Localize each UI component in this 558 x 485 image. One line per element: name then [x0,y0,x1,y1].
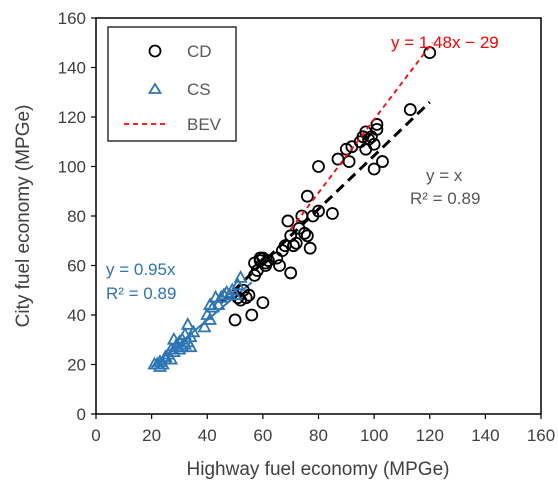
y-tick-label: 80 [67,207,86,226]
cs-point [203,312,218,325]
cs-point [164,351,179,365]
x-tick-label: 40 [198,426,217,445]
x-tick-label: 100 [360,426,388,445]
cs-point [177,326,193,340]
cd-point [273,259,286,272]
y-tick-label: 120 [58,108,86,127]
bev-fit-line [289,41,434,230]
legend-bev-label: BEV [187,115,222,134]
cd-point [312,204,325,218]
cs-point [228,287,243,301]
cd-point [367,137,381,151]
cs-point [186,324,201,338]
cs-point [219,284,234,298]
legend-box [107,26,237,142]
cd-point [245,308,259,322]
cs-point [211,297,226,311]
cd-point [242,288,256,302]
cd-point [300,229,314,243]
cd-point [370,118,384,131]
cd-point [262,254,275,267]
plot-marks [147,41,437,372]
cs-point [177,336,193,350]
cd-fit-equation: y = x [426,166,463,185]
legend: CD CS BEV [107,26,237,142]
cs-point [230,277,245,291]
cd-point [256,296,270,310]
x-tick-label: 120 [416,426,444,445]
x-tick-label: 0 [91,426,100,445]
cd-point [228,313,242,327]
legend-cd-marker [148,44,162,58]
y-tick-label: 20 [67,356,86,375]
y-tick-label: 0 [77,405,86,424]
y-tick-label: 100 [58,158,86,177]
cd-point [287,239,300,253]
cd-point [298,226,311,240]
cd-fit-r2: R² = 0.89 [410,189,480,208]
cs-point [180,317,195,330]
cs-point [183,339,198,353]
cd-point [281,214,295,228]
legend-cs-label: CS [187,80,211,99]
cd-point [303,241,317,255]
cd-point [342,155,356,168]
x-axis-title: Highway fuel economy (MPGe) [187,459,450,480]
cs-point [203,297,218,311]
cd-point [300,189,314,203]
cd-point [326,207,339,220]
cd-point [367,162,381,176]
y-axis-title: City fuel economy (MPGe) [13,105,34,328]
cd-point [376,155,389,168]
cd-point [284,266,298,280]
cd-point [403,103,417,116]
y-tick-label: 160 [58,9,86,28]
x-tick-label: 140 [471,426,499,445]
x-tick-label: 60 [253,426,272,445]
x-tick-label: 160 [527,426,555,445]
cs-point [205,299,220,313]
cs-point [233,270,248,283]
x-tick-label: 80 [309,426,328,445]
y-tick-label: 140 [58,59,86,78]
cs-point [197,319,212,333]
cd-point [259,256,273,270]
y-tick-label: 60 [67,257,86,276]
cs-fit-equation: y = 0.95x [106,260,176,279]
bev-fit-equation: y = 1.48x − 29 [391,33,499,52]
cd-point [312,160,325,173]
x-tick-label: 20 [142,426,161,445]
cd-point [289,236,303,250]
legend-cd-label: CD [187,42,212,61]
y-tick-label: 40 [67,306,86,325]
cd-point [370,122,384,136]
cs-fit-r2: R² = 0.89 [106,284,176,303]
legend-cs-marker [147,82,163,94]
cs-point [152,359,167,372]
